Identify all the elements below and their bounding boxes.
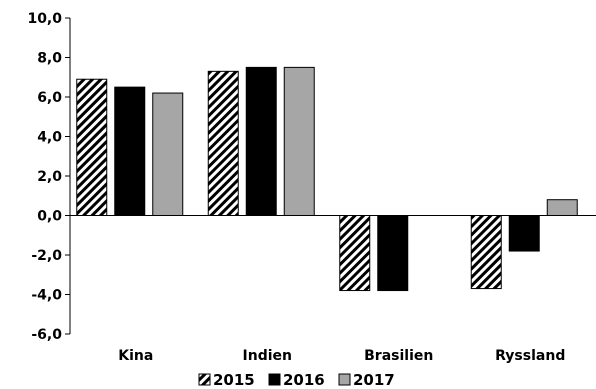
legend-label-2015: 2015	[213, 371, 255, 389]
legend-swatch-2017	[338, 373, 351, 386]
y-tick-label: 8,0	[37, 51, 62, 67]
y-tick-label: 6,0	[37, 90, 62, 106]
bar-2016-brasilien	[377, 215, 409, 292]
plot-area: 10,0 8,0 6,0 4,0 2,0 0,0 -2,0 -4,0 -6,0 Kina Indie…	[27, 11, 596, 389]
bar-2015-kina	[76, 78, 108, 216]
bar-2017-indien	[283, 66, 315, 216]
y-tick-label: 2,0	[37, 169, 62, 185]
y-tick-label: 4,0	[37, 130, 62, 146]
bar-2017-kina	[152, 92, 184, 216]
legend-label-2017: 2017	[353, 371, 395, 389]
bar-2015-indien	[207, 70, 239, 216]
legend-label-2016: 2016	[283, 371, 325, 389]
legend-swatch-2016	[268, 373, 281, 386]
category-label: Kina	[118, 348, 153, 364]
y-tick-label: -2,0	[31, 248, 62, 264]
y-tick-label: 10,0	[27, 11, 62, 27]
bar-2016-ryssland	[508, 215, 540, 252]
category-label: Brasilien	[364, 348, 433, 364]
bar-2016-kina	[114, 86, 146, 216]
y-tick-label: 0,0	[37, 209, 62, 225]
bar-2015-brasilien	[339, 215, 371, 292]
bar-2016-indien	[245, 66, 277, 216]
y-tick-label: -4,0	[31, 288, 62, 304]
y-tick-label: -6,0	[31, 327, 62, 343]
category-label: Indien	[243, 348, 292, 364]
category-label: Ryssland	[495, 348, 565, 364]
legend-swatch-2015	[198, 373, 211, 386]
bar-2017-ryssland	[546, 199, 578, 216]
bar-2015-ryssland	[470, 215, 502, 290]
